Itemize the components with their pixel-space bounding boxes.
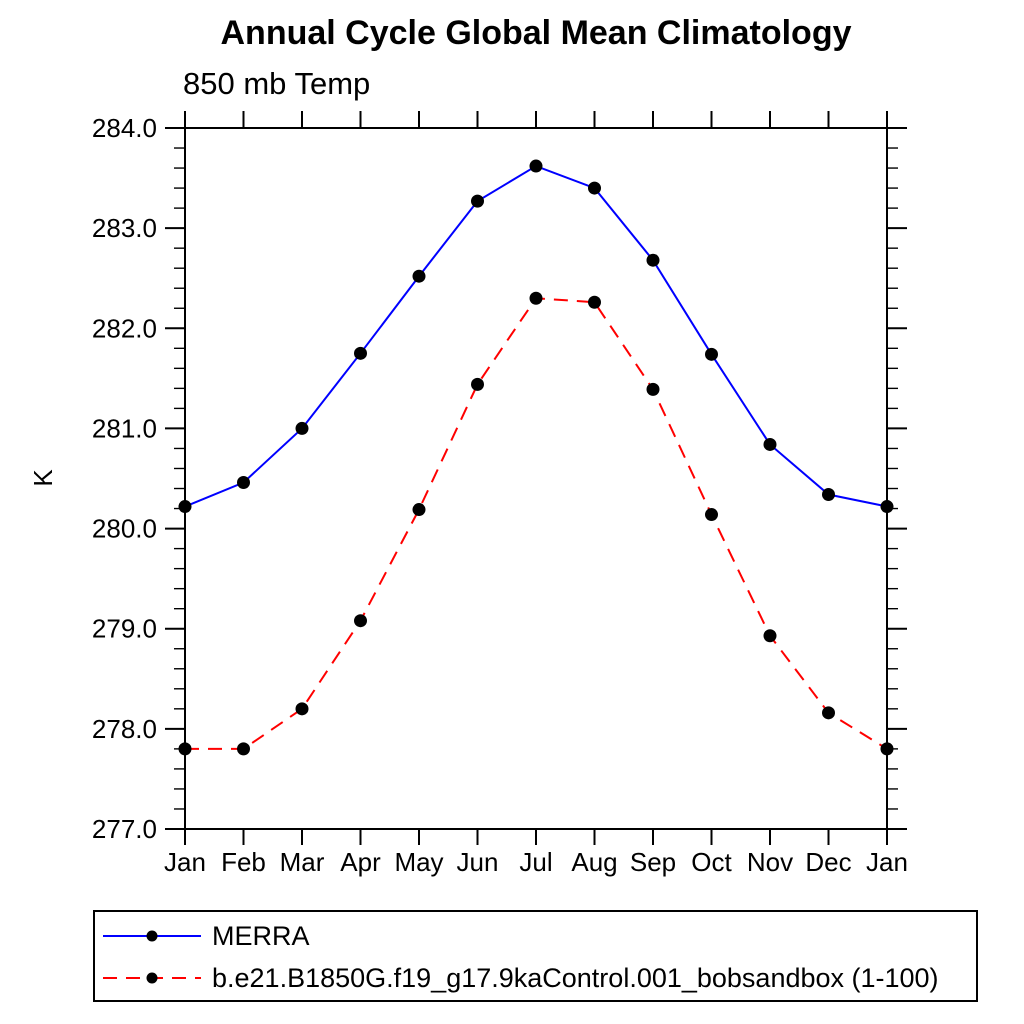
data-point [412, 269, 426, 283]
x-tick-label: Apr [340, 847, 381, 877]
data-point [178, 742, 192, 756]
x-tick-label: Jan [866, 847, 908, 877]
series-line-1 [185, 297, 888, 750]
x-tick-label: Feb [221, 847, 266, 877]
plot-frame [184, 127, 888, 830]
x-tick-label: Dec [805, 847, 851, 877]
y-tick-label: 284.0 [92, 113, 157, 143]
legend-swatch-dashed-line [103, 972, 201, 984]
y-tick-label: 283.0 [92, 213, 157, 243]
x-tick-label: Oct [691, 847, 732, 877]
legend-label-merra: MERRA [212, 920, 310, 951]
y-tick-label: 277.0 [92, 814, 157, 844]
data-point [646, 253, 660, 267]
data-point [471, 194, 484, 208]
legend-label-model: b.e21.B1850G.f19_g17.9kaControl.001_bobs… [212, 962, 939, 993]
legend-item-model: b.e21.B1850G.f19_g17.9kaControl.001_bobs… [99, 960, 939, 996]
x-tick-label: Mar [280, 847, 325, 877]
data-point [822, 488, 835, 502]
data-point [295, 702, 309, 716]
data-point [354, 346, 367, 360]
data-point [295, 421, 309, 435]
data-point [178, 500, 192, 514]
chart-title: Annual Cycle Global Mean Climatology [220, 14, 852, 52]
data-point [237, 476, 250, 490]
x-tick-label: Sep [630, 847, 676, 877]
data-point [588, 295, 601, 309]
data-point [529, 159, 543, 173]
chart-subtitle: 850 mb Temp [183, 66, 371, 101]
legend-item-merra: MERRA [99, 918, 310, 954]
legend-marker-sample [146, 930, 158, 942]
y-tick-label: 282.0 [92, 313, 157, 343]
data-point [412, 503, 426, 517]
data-point [822, 706, 835, 720]
x-tick-label: Jul [519, 847, 552, 877]
x-tick-label: Aug [571, 847, 617, 877]
data-point [646, 382, 660, 396]
data-point [471, 377, 484, 391]
y-tick-label: 279.0 [92, 614, 157, 644]
data-point [763, 437, 777, 451]
legend-marker-sample [146, 972, 158, 984]
data-point [880, 500, 894, 514]
x-tick-label: May [394, 847, 443, 877]
data-point [237, 742, 250, 756]
legend-swatch-solid-line [103, 930, 201, 942]
x-tick-label: Jun [457, 847, 499, 877]
legend-box: MERRA b.e21.B1850G.f19_g17.9kaControl.00… [93, 910, 978, 1002]
data-point [705, 508, 718, 522]
data-point [763, 629, 777, 643]
plot-area: 277.0 278.0 279.0 280.0 281.0 282.0 283.0 284.0… [28, 111, 908, 877]
data-point [705, 347, 718, 361]
y-tick-label: 281.0 [92, 413, 157, 443]
data-point [588, 181, 601, 195]
y-axis-label: K [28, 469, 58, 487]
x-tick-label: Nov [747, 847, 793, 877]
data-point [529, 291, 543, 305]
data-point [354, 614, 367, 628]
x-tick-label: Jan [164, 847, 206, 877]
y-tick-label: 278.0 [92, 714, 157, 744]
series-line-0 [184, 164, 888, 508]
data-point [880, 742, 894, 756]
y-tick-label: 280.0 [92, 514, 157, 544]
